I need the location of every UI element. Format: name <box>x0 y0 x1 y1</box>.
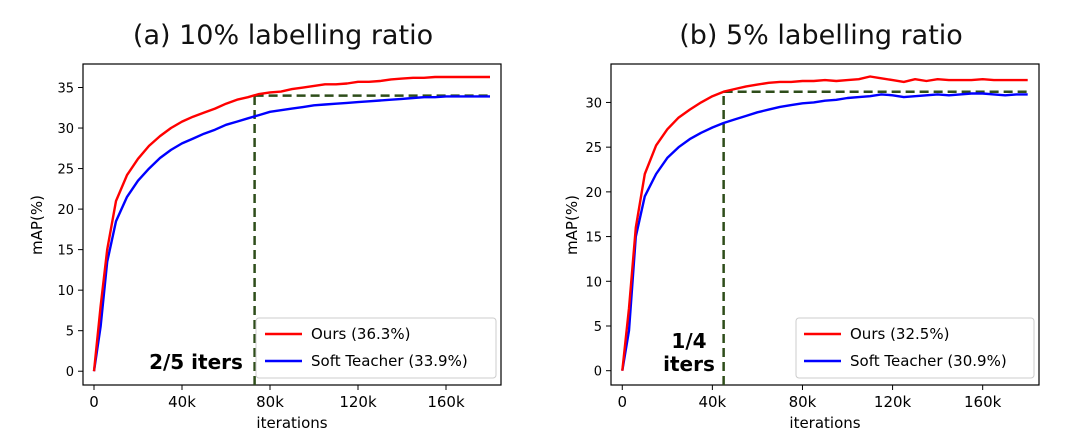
chart-a-ytick-label: 20 <box>57 203 74 218</box>
chart-a-ytick-label: 15 <box>57 244 74 259</box>
chart-a-ylabel: mAP(%) <box>28 195 46 255</box>
chart-a-series-ours-line <box>92 75 490 372</box>
chart-a-ytick-label: 25 <box>57 163 74 178</box>
chart-a-ytick-label: 10 <box>57 284 74 299</box>
chart-b-legend-label-ours: Ours (32.5%) <box>850 325 949 343</box>
chart-b-ytick-label: 5 <box>594 320 602 335</box>
chart-b-xtick-label: 80k <box>789 393 817 411</box>
chart-b-ytick-label: 30 <box>585 96 602 111</box>
chart-b-xtick-label: 160k <box>964 393 1002 411</box>
chart-b-xtick-label: 0 <box>617 393 627 411</box>
chart-a-xtick-label: 160k <box>427 393 465 411</box>
chart-b-ytick-label: 15 <box>585 231 602 246</box>
chart-a-xtick-label: 40k <box>168 393 196 411</box>
chart-b-title: (b) 5% labelling ratio <box>679 20 963 51</box>
chart-b-xtick-label: 40k <box>698 393 726 411</box>
chart-a-annotation: 2/5 iters <box>149 350 243 374</box>
chart-b-legend-label-soft-teacher: Soft Teacher (30.9%) <box>850 352 1007 370</box>
chart-a-series-soft-teacher-line <box>92 95 490 372</box>
chart-b-series-ours-line <box>621 75 1028 371</box>
chart-a-ytick-label: 30 <box>57 122 74 137</box>
chart-b-series-soft-teacher-line <box>621 92 1028 371</box>
chart-b-annotation-line-2: iters <box>663 352 715 376</box>
chart-b-ytick-label: 10 <box>585 275 602 290</box>
chart-b-annotation-line-1: 1/4 <box>671 329 706 353</box>
chart-a-legend: Ours (36.3%) Soft Teacher (33.9%) <box>255 317 497 379</box>
chart-b-xlabel: iterations <box>789 414 860 432</box>
chart-a-ytick-label: 5 <box>66 325 74 340</box>
chart-b-ytick-label: 0 <box>594 365 602 380</box>
chart-b-legend: Ours (32.5%) Soft Teacher (30.9%) <box>795 317 1035 379</box>
chart-a-legend-label-ours: Ours (36.3%) <box>311 325 410 343</box>
chart-a: (a) 10% labelling ratio 0 40k 80k 120k 160k 0… <box>28 20 502 432</box>
chart-b-xtick-label: 120k <box>874 393 912 411</box>
chart-b-ylabel: mAP(%) <box>563 195 581 255</box>
chart-a-xtick-label: 0 <box>89 393 99 411</box>
chart-b-ytick-label: 20 <box>585 186 602 201</box>
chart-a-legend-label-soft-teacher: Soft Teacher (33.9%) <box>311 352 468 370</box>
chart-a-ytick-label: 0 <box>66 365 74 380</box>
chart-a-xlabel: iterations <box>256 414 327 432</box>
chart-a-title: (a) 10% labelling ratio <box>133 20 433 51</box>
chart-a-ytick-label: 35 <box>57 82 74 97</box>
chart-b: (b) 5% labelling ratio 0 40k 80k 120k 160k 0 5… <box>563 20 1040 432</box>
chart-a-xtick-label: 120k <box>339 393 377 411</box>
chart-a-xtick-label: 80k <box>256 393 284 411</box>
chart-b-ytick-label: 25 <box>585 141 602 156</box>
